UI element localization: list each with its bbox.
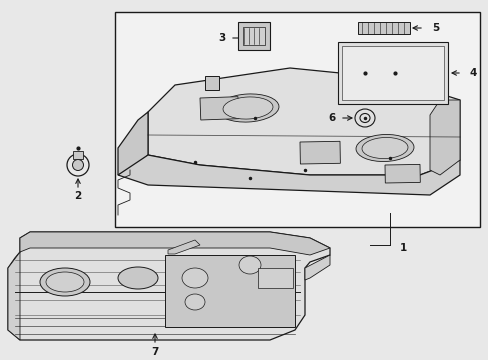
- Bar: [243, 27, 264, 45]
- Ellipse shape: [118, 267, 158, 289]
- Bar: [299, 141, 340, 164]
- Ellipse shape: [223, 97, 272, 119]
- Polygon shape: [118, 155, 459, 195]
- Bar: [357, 22, 409, 34]
- Polygon shape: [429, 100, 459, 175]
- Ellipse shape: [46, 272, 84, 292]
- Bar: [164, 255, 294, 327]
- Ellipse shape: [184, 294, 204, 310]
- Ellipse shape: [361, 138, 407, 158]
- Bar: [204, 76, 219, 90]
- Bar: [200, 97, 238, 120]
- Bar: [238, 22, 269, 50]
- Bar: [337, 42, 447, 104]
- Bar: [73, 151, 83, 159]
- Ellipse shape: [217, 94, 278, 122]
- Ellipse shape: [182, 268, 207, 288]
- Polygon shape: [20, 232, 329, 255]
- Text: 4: 4: [469, 68, 476, 78]
- Polygon shape: [8, 252, 20, 340]
- Polygon shape: [8, 232, 329, 340]
- Bar: [341, 46, 443, 100]
- Text: 1: 1: [399, 243, 407, 253]
- Text: 5: 5: [431, 23, 438, 33]
- Bar: [258, 268, 292, 288]
- Polygon shape: [168, 240, 200, 254]
- Text: 7: 7: [151, 347, 159, 357]
- Polygon shape: [148, 68, 459, 175]
- Ellipse shape: [72, 159, 83, 171]
- Polygon shape: [118, 112, 148, 175]
- Text: 2: 2: [74, 191, 81, 201]
- Text: 3: 3: [218, 33, 225, 43]
- Bar: [115, 12, 479, 227]
- Polygon shape: [305, 255, 329, 280]
- Text: 6: 6: [328, 113, 335, 123]
- Ellipse shape: [239, 256, 261, 274]
- Ellipse shape: [40, 268, 90, 296]
- Ellipse shape: [355, 135, 413, 162]
- Bar: [384, 165, 420, 183]
